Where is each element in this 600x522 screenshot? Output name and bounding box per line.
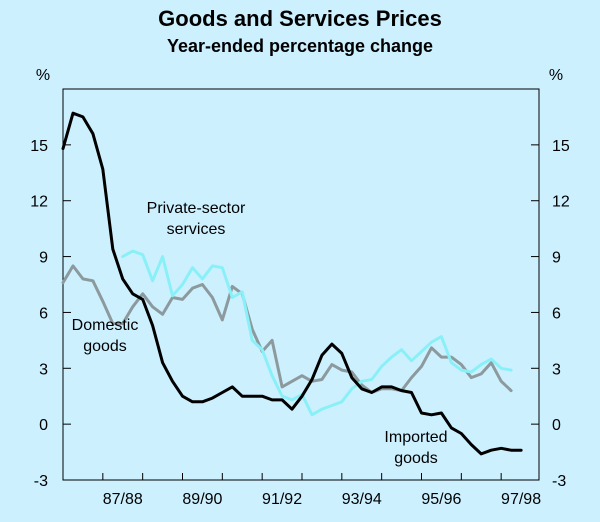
series-line-domestic	[61, 264, 513, 394]
y-tick-label-left: 15	[30, 138, 48, 155]
x-tick-label: 97/98	[501, 491, 541, 508]
series-line-private	[121, 249, 513, 417]
y-tick-label-right: 12	[552, 194, 570, 211]
x-tick-label: 95/96	[421, 491, 461, 508]
annotation-private: services	[167, 221, 226, 238]
x-tick-label: 93/94	[342, 491, 382, 508]
annotation-domestic: goods	[83, 338, 127, 355]
chart-title: Goods and Services Prices	[158, 6, 442, 31]
x-tick-label: 91/92	[262, 491, 302, 508]
annotation-private: Private-sector	[147, 200, 246, 217]
y-unit-label-right: %	[549, 67, 563, 84]
plot-frame	[62, 88, 540, 481]
y-tick-label-right: 3	[552, 361, 561, 378]
y-tick-label-right: -3	[552, 473, 566, 490]
y-tick-label-left: 3	[39, 361, 48, 378]
y-tick-label-left: -3	[34, 473, 48, 490]
y-tick-label-left: 9	[39, 250, 48, 267]
series-line-imported	[61, 111, 523, 456]
y-tick-label-left: 12	[30, 194, 48, 211]
y-tick-label-right: 6	[552, 305, 561, 322]
annotation-imported: goods	[394, 450, 438, 467]
x-tick-label: 87/88	[103, 491, 143, 508]
y-tick-label-left: 6	[39, 305, 48, 322]
y-tick-label-right: 15	[552, 138, 570, 155]
annotation-imported: Imported	[384, 429, 447, 446]
annotation-domestic: Domestic	[72, 317, 139, 334]
y-tick-label-right: 0	[552, 417, 561, 434]
y-unit-label-left: %	[36, 67, 50, 84]
x-tick-label: 89/90	[182, 491, 222, 508]
y-tick-label-right: 9	[552, 250, 561, 267]
chart-subtitle: Year-ended percentage change	[166, 36, 434, 56]
y-tick-label-left: 0	[39, 417, 48, 434]
